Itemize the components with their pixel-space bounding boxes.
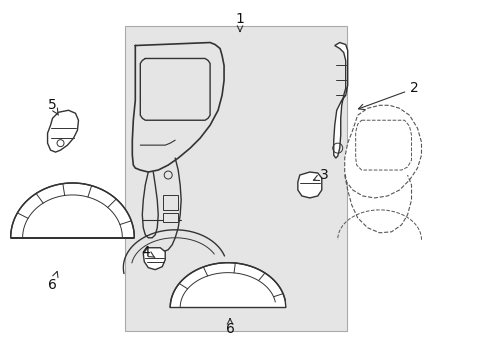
Polygon shape [47, 110, 78, 152]
Polygon shape [344, 105, 421, 198]
Text: 2: 2 [358, 81, 418, 109]
Text: 5: 5 [48, 98, 58, 115]
Text: 4: 4 [141, 245, 155, 259]
Text: 1: 1 [235, 12, 244, 32]
Bar [125, 26, 346, 332]
Text: 6: 6 [225, 319, 234, 337]
Polygon shape [297, 172, 321, 198]
Text: 3: 3 [313, 168, 328, 182]
Polygon shape [170, 263, 285, 307]
Polygon shape [163, 195, 178, 210]
Polygon shape [333, 42, 347, 158]
Polygon shape [143, 248, 165, 270]
Text: 6: 6 [48, 271, 58, 292]
Polygon shape [163, 213, 178, 222]
Polygon shape [11, 183, 134, 238]
